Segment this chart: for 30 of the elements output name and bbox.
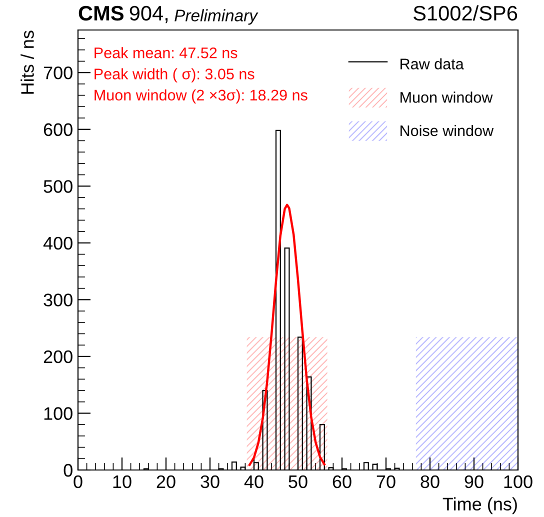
chart-subtitle: S1002/SP6 [414,5,518,21]
annotation: Peak width ( σ): 3.05 ns [94,68,254,82]
chart-title: CMS 904, Preliminary [78,6,258,25]
line-series [248,204,326,466]
x-tick-label: 20 [156,475,176,488]
x-tick-label: 60 [332,475,352,488]
x-tick-label: 40 [244,475,264,488]
y-tick-label: 300 [44,294,72,306]
annotation: Peak mean: 47.52 ns [94,47,238,58]
x-tick-label: 0 [74,475,82,488]
x-tick-label: 90 [464,475,484,488]
x-tick-label: 30 [200,475,220,488]
x-tick-label: 80 [420,475,440,488]
legend-label: Noise window [400,124,494,136]
y-tick-label: 700 [44,66,72,80]
x-tick-label: 70 [376,475,396,488]
legend-label: Muon window [400,92,493,103]
x-tick-label: 100 [504,475,532,488]
y-tick-label: 0 [64,464,72,477]
y-tick-label: 600 [44,123,72,136]
y-tick-label: 500 [44,180,72,193]
x-tick-label: 50 [288,475,308,488]
legend-label: Raw data [400,58,464,70]
y-axis-title: Hits / ns [20,30,34,94]
y-tick-label: 200 [44,350,72,364]
y-tick-label: 400 [43,236,72,250]
y-tick-label: 100 [44,407,72,420]
annotation: Muon window (2 ×3σ): 18.29 ns [94,89,308,104]
x-tick-label: 10 [113,475,132,488]
x-axis-title: Time (ns) [442,497,517,514]
